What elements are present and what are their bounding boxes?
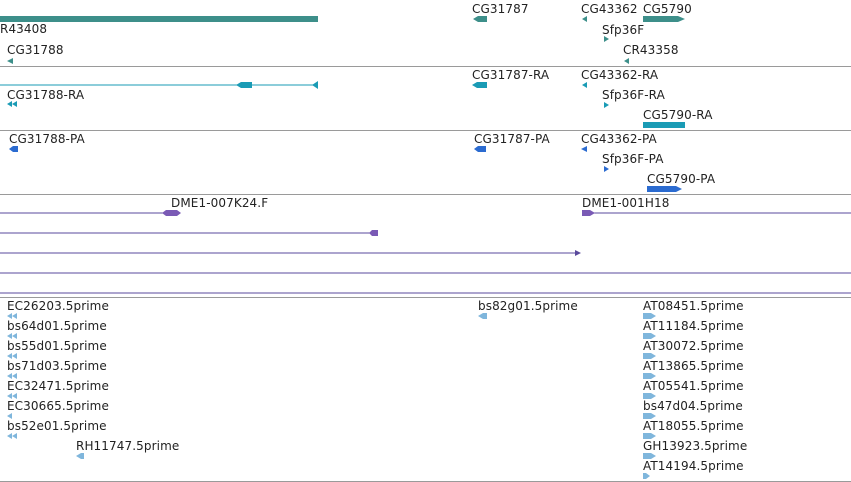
transcript-label[interactable]: CG43362-RA	[581, 68, 659, 82]
gene-feature-CG43362[interactable]	[582, 16, 587, 22]
est-feature-AT11184[interactable]	[643, 333, 656, 339]
est-feature-EC26203[interactable]	[7, 313, 17, 319]
transcript-label[interactable]: CG5790-RA	[643, 108, 713, 122]
clone-label[interactable]: DME1-007K24.F	[171, 196, 269, 210]
est-feature-AT18055[interactable]	[643, 433, 656, 439]
clone-track-glyphs	[0, 210, 851, 294]
gene-track: R43408 CG31788 CG31787 CG43362 CG5790 Sf…	[0, 0, 851, 66]
est-label[interactable]: bs82g01.5prime	[478, 299, 578, 313]
protein-label[interactable]: CG5790-PA	[647, 172, 716, 186]
est-label[interactable]: bs47d04.5prime	[643, 399, 743, 413]
transcript-label[interactable]: CG31788-RA	[7, 88, 85, 102]
est-feature-AT14194[interactable]	[643, 473, 650, 479]
est-feature-AT30072[interactable]	[643, 353, 656, 359]
clone-feature-DME1-001H18[interactable]	[582, 210, 595, 216]
est-track-glyphs	[7, 313, 656, 479]
transcript-track-glyphs	[0, 81, 685, 128]
clone-feature-3[interactable]	[369, 230, 378, 236]
protein-feature-CG5790-PA[interactable]	[647, 186, 682, 192]
est-label[interactable]: EC32471.5prime	[7, 379, 109, 393]
protein-feature-CG31787-PA[interactable]	[474, 146, 486, 152]
transcript-feature-long[interactable]	[236, 82, 252, 88]
protein-feature-Sfp36F-PA[interactable]	[604, 166, 609, 172]
est-label[interactable]: AT30072.5prime	[643, 339, 744, 353]
transcript-label[interactable]: Sfp36F-RA	[602, 88, 665, 102]
transcript-feature-Sfp36F-RA[interactable]	[604, 102, 609, 108]
est-label[interactable]: AT13865.5prime	[643, 359, 744, 373]
gene-track-glyphs	[0, 16, 685, 64]
track-separator	[0, 66, 851, 67]
est-label[interactable]: bs55d01.5prime	[7, 339, 107, 353]
clone-label[interactable]: DME1-001H18	[582, 196, 670, 210]
est-label[interactable]: bs64d01.5prime	[7, 319, 107, 333]
protein-track: CG31788-PA CG31787-PA CG43362-PA Sfp36F-…	[0, 131, 851, 194]
track-separator	[0, 297, 851, 298]
gene-feature-Sfp36F[interactable]	[604, 36, 609, 42]
gene-label[interactable]: CG43362	[581, 2, 638, 16]
est-label[interactable]: AT08451.5prime	[643, 299, 744, 313]
gene-feature-CR43358[interactable]	[624, 58, 629, 64]
est-label[interactable]: EC30665.5prime	[7, 399, 109, 413]
est-feature-bs64d01[interactable]	[7, 333, 17, 339]
est-feature-bs71d03[interactable]	[7, 373, 17, 379]
transcript-label[interactable]: CG31787-RA	[472, 68, 550, 82]
est-feature-bs47d04[interactable]	[643, 413, 656, 419]
est-label[interactable]: GH13923.5prime	[643, 439, 748, 453]
track-separator	[0, 130, 851, 131]
track-separator	[0, 194, 851, 195]
transcript-feature-CG5790-RA[interactable]	[643, 122, 685, 128]
est-track: EC26203.5prime bs64d01.5prime bs55d01.5p…	[0, 298, 851, 481]
gene-feature-CG5790[interactable]	[643, 16, 685, 22]
clone-arrowhead-4	[575, 250, 581, 256]
est-feature-EC32471[interactable]	[7, 393, 17, 399]
transcript-feature-CG43362-RA[interactable]	[582, 82, 587, 88]
transcript-feature-CG31787-RA[interactable]	[472, 82, 487, 88]
protein-label[interactable]: CG31787-PA	[474, 132, 550, 146]
est-feature-AT05541[interactable]	[643, 393, 656, 399]
gene-label[interactable]: R43408	[0, 22, 48, 36]
est-label[interactable]: AT05541.5prime	[643, 379, 744, 393]
transcript-arrowhead	[312, 81, 318, 89]
clone-feature-DME1-007K24.F[interactable]	[162, 210, 181, 216]
gene-feature-CG31787[interactable]	[473, 16, 487, 22]
gene-label[interactable]: CR43358	[623, 43, 679, 57]
gene-label[interactable]: CG31788	[7, 43, 64, 57]
protein-feature-CG43362-PA[interactable]	[581, 146, 587, 152]
est-feature-GH13923[interactable]	[643, 453, 656, 459]
est-label[interactable]: RH11747.5prime	[76, 439, 180, 453]
est-label[interactable]: AT11184.5prime	[643, 319, 744, 333]
est-feature-RH11747[interactable]	[76, 453, 84, 459]
est-feature-AT13865[interactable]	[643, 373, 656, 379]
protein-feature-CG31788-PA[interactable]	[9, 146, 18, 152]
est-label[interactable]: AT18055.5prime	[643, 419, 744, 433]
est-feature-bs82g01[interactable]	[478, 313, 487, 319]
est-label[interactable]: bs52e01.5prime	[7, 419, 107, 433]
est-feature-bs52e01[interactable]	[7, 433, 17, 439]
est-feature-bs55d01[interactable]	[7, 353, 17, 359]
protein-label[interactable]: CG43362-PA	[581, 132, 657, 146]
transcript-feature-CG31788-RA[interactable]	[7, 101, 17, 107]
gene-label[interactable]: Sfp36F	[602, 23, 645, 37]
transcript-track: CG31788-RA CG31787-RA CG43362-RA Sfp36F-…	[0, 67, 851, 130]
clone-track: DME1-007K24.F DME1-001H18	[0, 195, 851, 297]
est-label[interactable]: bs71d03.5prime	[7, 359, 107, 373]
est-feature-AT08451[interactable]	[643, 313, 656, 319]
protein-label[interactable]: Sfp36F-PA	[602, 152, 664, 166]
est-label[interactable]: AT14194.5prime	[643, 459, 744, 473]
est-feature-EC30665[interactable]	[7, 413, 12, 419]
gene-label[interactable]: CG31787	[472, 2, 529, 16]
gene-feature-CG31788[interactable]	[7, 58, 13, 64]
protein-track-glyphs	[9, 146, 682, 192]
est-label[interactable]: EC26203.5prime	[7, 299, 109, 313]
protein-label[interactable]: CG31788-PA	[9, 132, 85, 146]
gene-label[interactable]: CG5790	[643, 2, 692, 16]
gene-feature-R43408[interactable]	[0, 16, 318, 22]
